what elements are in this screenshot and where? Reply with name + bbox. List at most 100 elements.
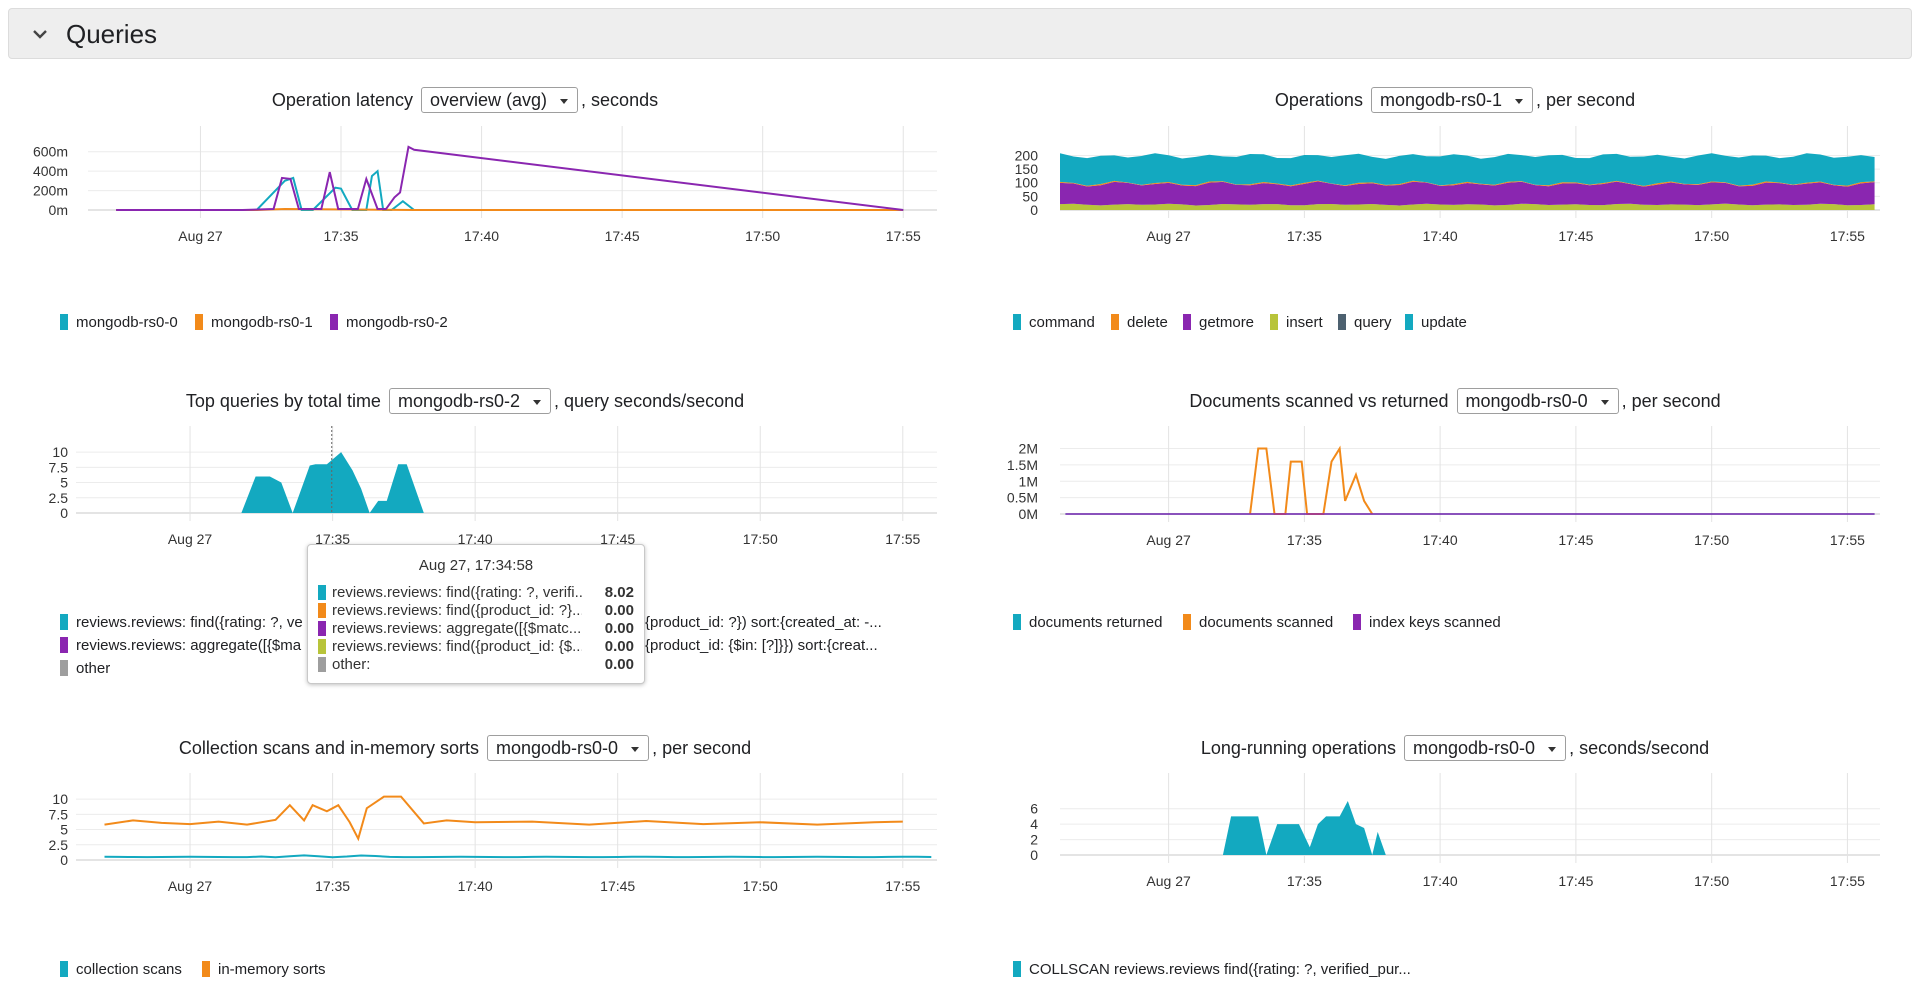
legend-swatch: [195, 314, 203, 330]
x-tick-label: Aug 27: [1146, 228, 1191, 244]
y-tick-label: 1.5M: [1007, 457, 1038, 473]
legend-item[interactable]: reviews.reviews: aggregate([{$ma: [60, 637, 301, 654]
x-tick-label: 17:35: [315, 878, 350, 894]
y-tick-label: 50: [1022, 188, 1038, 204]
latency-title: Operation latency overview (avg), second…: [0, 87, 930, 113]
legend-swatch: [60, 314, 68, 330]
x-tick-label: 17:45: [600, 531, 635, 547]
legend-item[interactable]: query: [1338, 314, 1392, 331]
y-tick-label: 10: [52, 791, 68, 807]
legend-item[interactable]: documents returned: [1013, 614, 1162, 631]
legend-swatch: [1270, 314, 1278, 330]
area-insert: [1060, 203, 1875, 210]
legend-swatch: [202, 961, 210, 977]
y-tick-label: 2.5: [49, 837, 69, 853]
series-line-mongodb-rs0-2: [116, 145, 904, 211]
area-command: [1060, 153, 1875, 186]
x-tick-label: 17:50: [1694, 228, 1729, 244]
legend-item[interactable]: mongodb-rs0-2: [330, 314, 448, 331]
queries-section-header[interactable]: Queries: [8, 8, 1912, 59]
longrunning-title: Long-running operations mongodb-rs0-0, s…: [990, 735, 1920, 761]
legend-item[interactable]: documents scanned: [1183, 614, 1333, 631]
area-top-query: [241, 452, 424, 513]
legend-item[interactable]: {product_id: ?}) sort:{created_at: -...: [645, 614, 882, 631]
y-tick-label: 200m: [33, 183, 68, 199]
legend-swatch: [1183, 614, 1191, 630]
series-line-collection-scans: [104, 854, 932, 859]
legend-item[interactable]: mongodb-rs0-0: [60, 314, 178, 331]
legend-swatch: [60, 637, 68, 653]
legend-swatch: [60, 614, 68, 630]
legend-item[interactable]: mongodb-rs0-1: [195, 314, 313, 331]
latency-select[interactable]: overview (avg): [421, 87, 579, 113]
topqueries-chart[interactable]: 02.557.510 Aug 27 17:35 17:40 17:45 17:50 17:5…: [0, 420, 940, 600]
operations-select[interactable]: mongodb-rs0-1: [1370, 87, 1534, 113]
legend-item[interactable]: reviews.reviews: find({rating: ?, ve: [60, 614, 303, 631]
x-tick-label: 17:55: [885, 878, 920, 894]
legend-item[interactable]: getmore: [1183, 314, 1254, 331]
y-tick-label: 2: [1030, 832, 1038, 848]
x-tick-label: 17:50: [745, 228, 780, 244]
x-tick-label: 17:35: [315, 531, 350, 547]
y-tick-label: 0M: [1019, 506, 1038, 522]
docs-title: Documents scanned vs returned mongodb-rs…: [990, 388, 1920, 414]
y-tick-label: 150: [1015, 161, 1039, 177]
legend-swatch: [60, 660, 68, 676]
x-tick-label: 17:40: [1423, 873, 1458, 889]
x-tick-label: 17:35: [323, 228, 358, 244]
legend-swatch: [1013, 314, 1021, 330]
x-tick-label: 17:50: [743, 878, 778, 894]
legend-item[interactable]: collection scans: [60, 961, 182, 978]
legend-item[interactable]: command: [1013, 314, 1095, 331]
collscans-chart[interactable]: 02.557.510 Aug 27 17:35 17:40 17:45 17:50 17:5…: [0, 767, 940, 947]
y-tick-label: 0: [60, 505, 68, 521]
docs-select[interactable]: mongodb-rs0-0: [1456, 388, 1619, 414]
legend-item[interactable]: other: [60, 660, 110, 677]
legend-swatch: [1338, 314, 1346, 330]
x-tick-label: Aug 27: [1146, 873, 1191, 889]
legend-swatch: [1353, 614, 1361, 630]
x-tick-label: 17:50: [1694, 873, 1729, 889]
chevron-down-icon[interactable]: [29, 23, 51, 45]
x-tick-label: 17:55: [1830, 228, 1865, 244]
y-tick-label: 2M: [1019, 441, 1038, 457]
x-tick-label: Aug 27: [168, 531, 213, 547]
legend-swatch: [1013, 614, 1021, 630]
tooltip-row: reviews.reviews: find({product_id: {$...…: [318, 638, 634, 656]
legend-swatch: [330, 314, 338, 330]
y-tick-label: 100: [1015, 175, 1039, 191]
longrunning-select[interactable]: mongodb-rs0-0: [1404, 735, 1567, 761]
x-tick-label: 17:35: [1287, 532, 1322, 548]
y-tick-label: 5: [60, 822, 68, 838]
x-tick-label: Aug 27: [168, 878, 213, 894]
x-tick-label: 17:40: [464, 228, 499, 244]
legend-item[interactable]: insert: [1270, 314, 1323, 331]
legend-item[interactable]: COLLSCAN reviews.reviews find({rating: ?…: [1013, 961, 1411, 978]
y-tick-label: 1M: [1019, 473, 1038, 489]
latency-chart[interactable]: 0m 200m 400m 600m Aug 27 17:35 17:40 17:45 17:50…: [0, 120, 940, 300]
legend-swatch: [1013, 961, 1021, 977]
hover-tooltip: Aug 27, 17:34:58 reviews.reviews: find({…: [307, 544, 645, 684]
legend-item[interactable]: update: [1405, 314, 1467, 331]
tooltip-row: other: 0.00: [318, 656, 634, 674]
legend-item[interactable]: delete: [1111, 314, 1168, 331]
x-tick-label: 17:35: [1287, 873, 1322, 889]
legend-swatch: [60, 961, 68, 977]
x-tick-label: 17:40: [458, 531, 493, 547]
series-line-in-memory-sorts: [104, 795, 903, 842]
legend-item[interactable]: {product_id: {$in: [?]}}) sort:{creat...: [645, 637, 878, 654]
topqueries-select[interactable]: mongodb-rs0-2: [388, 388, 552, 414]
y-tick-label: 200: [1015, 147, 1039, 163]
x-tick-label: 17:40: [458, 878, 493, 894]
y-tick-label: 6: [1030, 801, 1038, 817]
tooltip-swatch: [318, 639, 326, 654]
legend-item[interactable]: index keys scanned: [1353, 614, 1501, 631]
y-tick-label: 0: [1030, 202, 1038, 218]
y-tick-label: 7.5: [49, 806, 69, 822]
collscans-select[interactable]: mongodb-rs0-0: [487, 735, 650, 761]
x-tick-label: 17:45: [1558, 228, 1593, 244]
legend-item[interactable]: in-memory sorts: [202, 961, 326, 978]
